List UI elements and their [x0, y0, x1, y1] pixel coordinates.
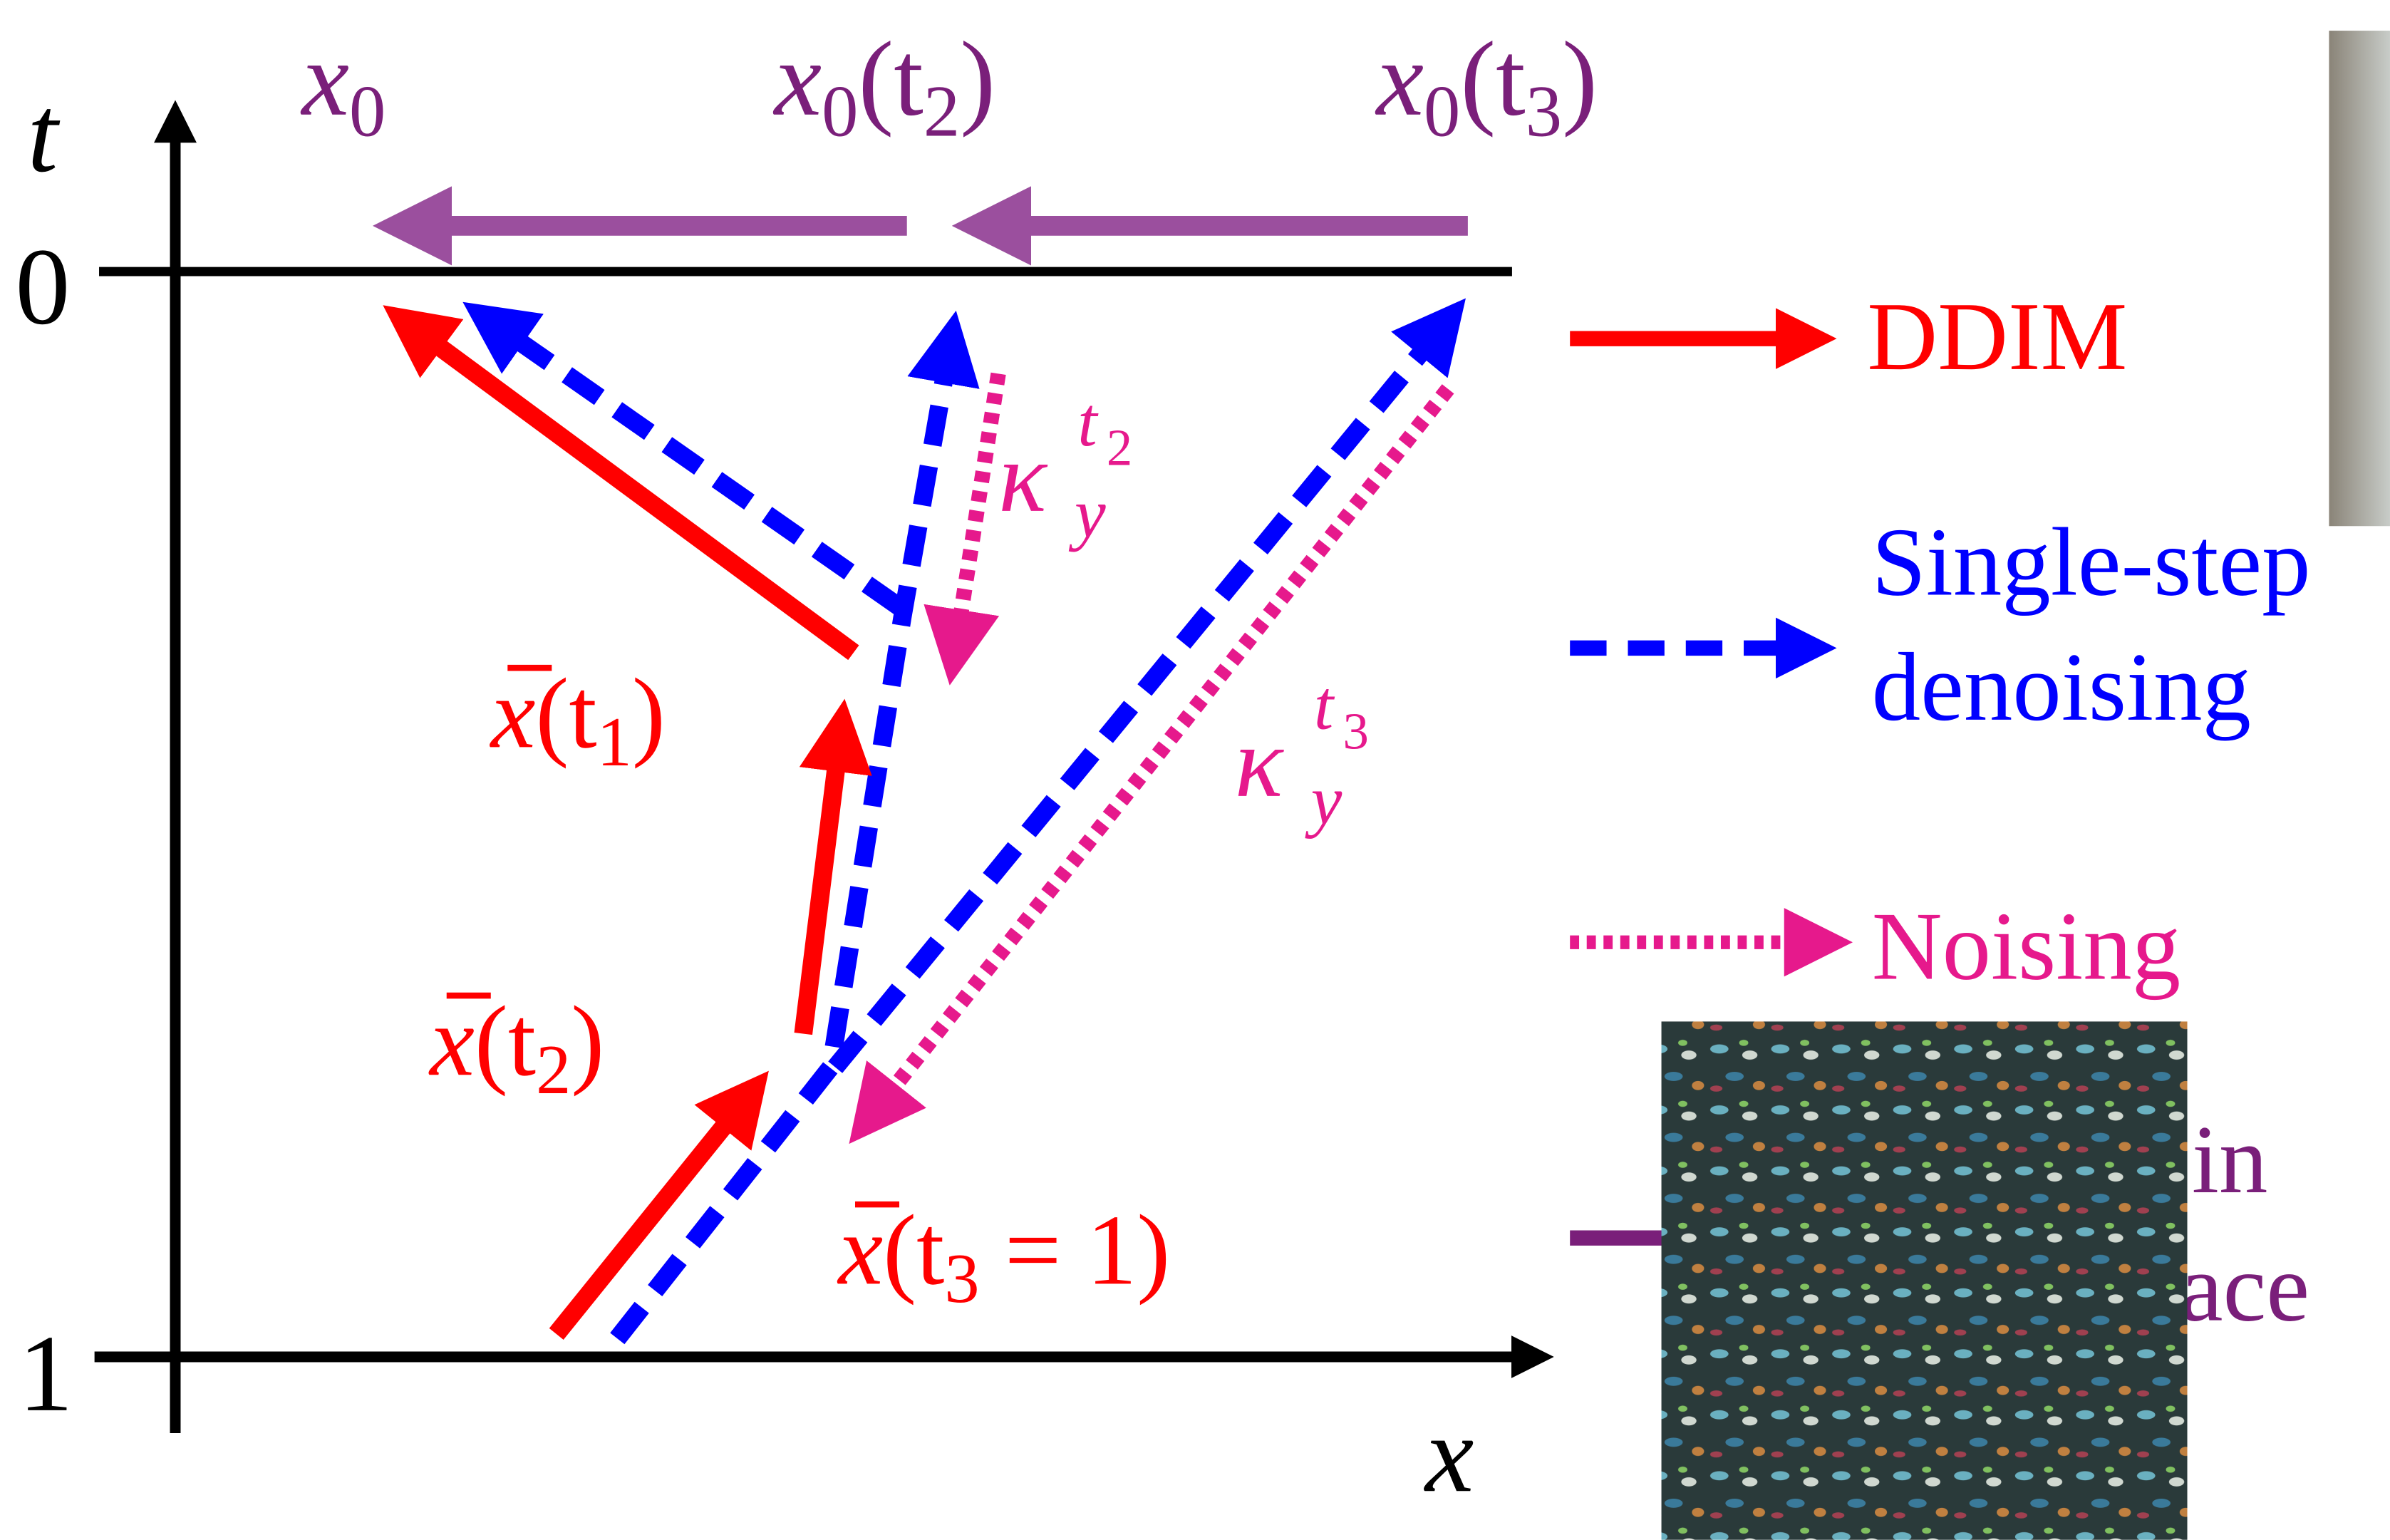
sub: 2 — [536, 1031, 571, 1109]
sup: t — [1077, 383, 1099, 461]
sub: 2 — [924, 72, 960, 153]
arg: (t — [475, 985, 536, 1097]
sup-sub: 3 — [1343, 703, 1368, 760]
paren: ) — [1562, 21, 1598, 138]
var: x — [837, 1194, 883, 1306]
blue-dashed-arrow — [515, 339, 899, 606]
sub: 0 — [349, 72, 386, 153]
legend-label: Noising — [1872, 892, 2181, 1001]
zero-label: 0 — [15, 227, 70, 348]
one-label: 1 — [19, 1313, 73, 1435]
sub: 0 — [822, 72, 858, 153]
diagram: t 0 1 x x0 x0(t2) x0(t3) x(t1) x(t2) x(t… — [0, 0, 2390, 1540]
sub: 1 — [597, 703, 632, 781]
point-label: x(t2) — [428, 985, 604, 1109]
top-labels: x0 x0(t2) x0(t3) — [301, 21, 1598, 153]
sub: 3 — [1526, 72, 1562, 153]
legend-label: DDIM — [1867, 282, 2127, 391]
photo — [2329, 31, 2390, 526]
arg: (t — [858, 21, 923, 138]
arg: (t — [1460, 21, 1525, 138]
page: {"axes": {"t": "t", "zero": "0", "one": … — [0, 0, 2390, 1540]
sub: y — [1068, 475, 1106, 552]
legend-label: ace — [2180, 1234, 2309, 1342]
red-arrow — [435, 343, 854, 653]
arg: (t — [535, 657, 596, 769]
rest: = 1) — [980, 1194, 1171, 1306]
noise-image — [1662, 1021, 2188, 1539]
legend-label: Single-step — [1872, 508, 2311, 616]
arg: (t — [883, 1194, 944, 1306]
kappa: κ — [1235, 706, 1285, 818]
var: x — [773, 21, 822, 138]
var: x — [428, 985, 475, 1097]
x-label: x — [1424, 1394, 1474, 1515]
point-label: x(t3 = 1) — [837, 1194, 1170, 1318]
var: x — [1375, 21, 1424, 138]
paren: ) — [960, 21, 995, 138]
top-label: x0 — [301, 21, 386, 153]
sub: 0 — [1424, 72, 1460, 153]
sup-sub: 2 — [1107, 419, 1132, 477]
sub: 3 — [944, 1240, 979, 1318]
top-label: x0(t2) — [773, 21, 995, 153]
noising-arrow — [961, 373, 998, 617]
kappa: κ — [998, 421, 1048, 533]
point-label: x(t1) — [490, 657, 666, 781]
paren: ) — [571, 985, 604, 1097]
top-label: x0(t3) — [1375, 21, 1598, 153]
legend-label: denoising — [1872, 633, 2251, 741]
var: x — [490, 657, 536, 769]
var: x — [301, 21, 349, 138]
sup: t — [1314, 667, 1335, 745]
paren: ) — [632, 657, 666, 769]
legend-label: in — [2192, 1105, 2267, 1214]
red-arrow — [803, 763, 837, 1034]
sub: y — [1305, 761, 1343, 839]
t-label: t — [28, 74, 61, 195]
